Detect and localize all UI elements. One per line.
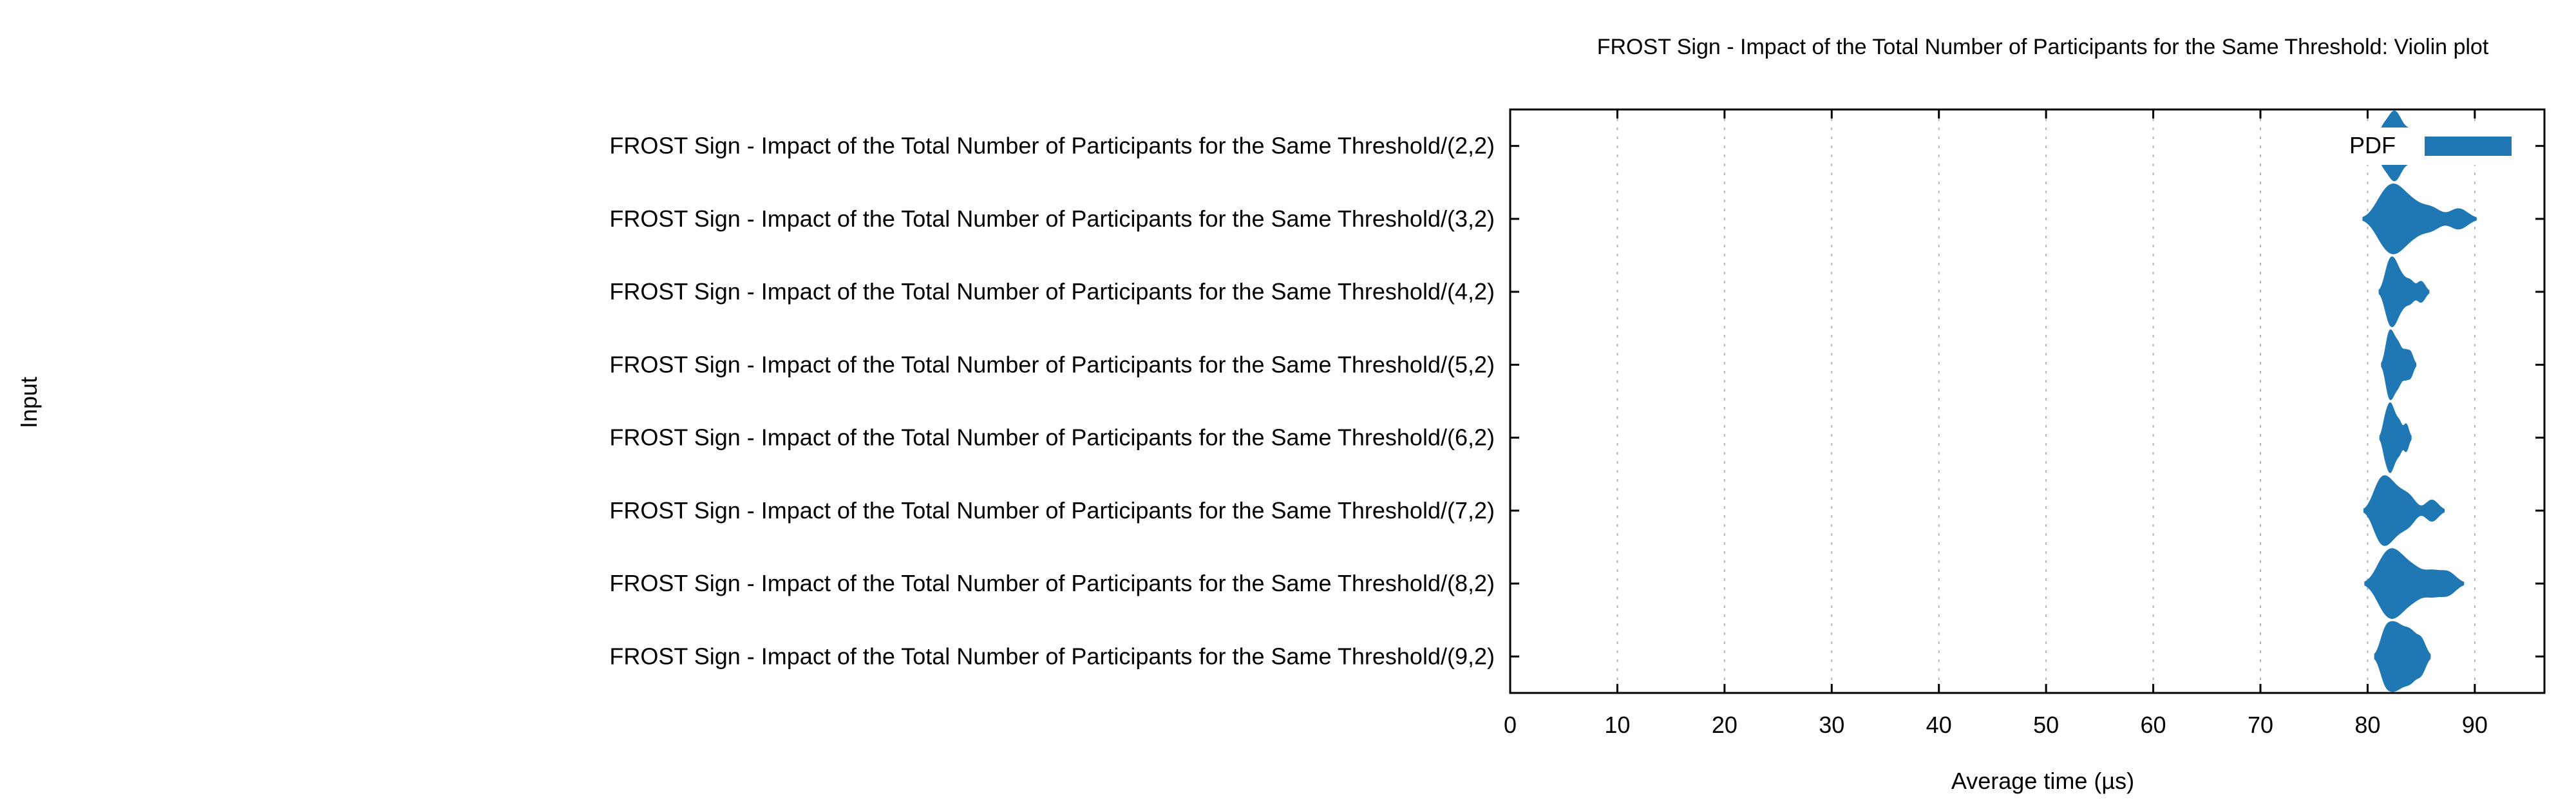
violin-7	[2364, 548, 2465, 619]
x-axis-label: Average time (µs)	[1951, 768, 2134, 794]
x-tick-label: 90	[2462, 712, 2488, 738]
violin-2	[2362, 184, 2477, 254]
legend-label: PDF	[2349, 132, 2396, 158]
category-label: FROST Sign - Impact of the Total Number …	[609, 643, 1495, 669]
category-label: FROST Sign - Impact of the Total Number …	[609, 424, 1495, 451]
violin-4	[2381, 329, 2417, 401]
chart-title: FROST Sign - Impact of the Total Number …	[1597, 35, 2489, 59]
x-tick-label: 80	[2354, 712, 2380, 738]
violin-3	[2378, 256, 2430, 327]
violin-8	[2374, 621, 2431, 692]
category-label: FROST Sign - Impact of the Total Number …	[609, 133, 1495, 159]
x-tick-label: 0	[1504, 712, 1517, 738]
axis-ticks: 0 10 20 30 40 50 60 70 80 90 FROST Sign - Impact o…	[609, 109, 2544, 738]
y-axis-label: Input	[15, 377, 42, 428]
x-tick-label: 60	[2141, 712, 2166, 738]
violin-6	[2363, 475, 2445, 546]
grid	[1616, 109, 2476, 693]
x-tick-label: 40	[1926, 712, 1952, 738]
legend: PDF	[2349, 128, 2512, 165]
violin-5	[2379, 402, 2412, 473]
category-label: FROST Sign - Impact of the Total Number …	[609, 497, 1495, 524]
x-tick-label: 70	[2248, 712, 2273, 738]
category-label: FROST Sign - Impact of the Total Number …	[609, 278, 1495, 305]
violins	[2362, 110, 2477, 692]
x-tick-label: 50	[2033, 712, 2059, 738]
plot-area	[1509, 108, 2546, 694]
x-tick-label: 20	[1712, 712, 1738, 738]
category-label: FROST Sign - Impact of the Total Number …	[609, 205, 1495, 232]
x-tick-label: 30	[1819, 712, 1844, 738]
category-label: FROST Sign - Impact of the Total Number …	[609, 351, 1495, 377]
x-tick-label: 10	[1604, 712, 1630, 738]
category-label: FROST Sign - Impact of the Total Number …	[609, 570, 1495, 596]
legend-swatch	[2425, 137, 2512, 156]
